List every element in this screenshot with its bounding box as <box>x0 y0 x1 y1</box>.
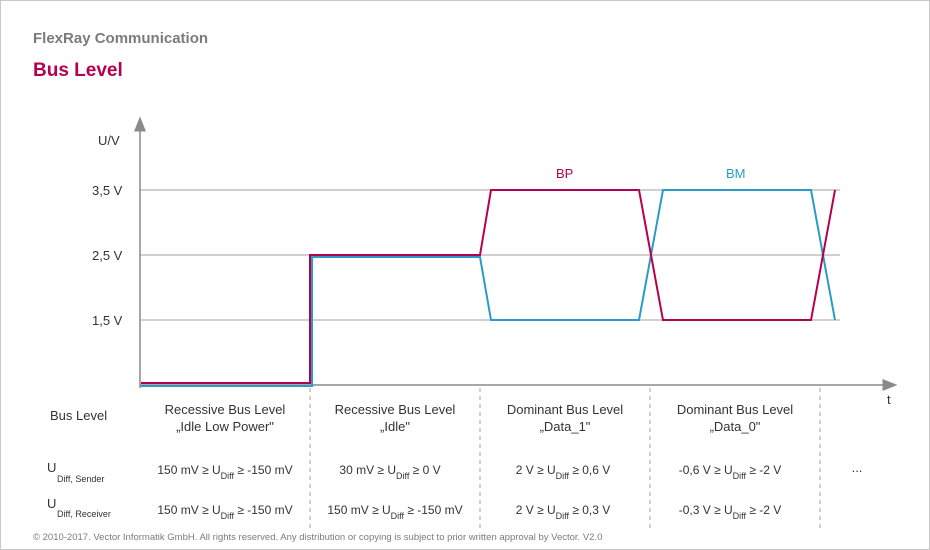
bm-series-label: BM <box>726 166 746 181</box>
row-header-receiver-main: U <box>47 496 56 511</box>
receiver-condition: 150 mV ≥ UDiff ≥ -150 mV <box>327 503 462 521</box>
row-header-sender-main: U <box>47 460 56 475</box>
continuation-ellipsis: ... <box>852 460 863 475</box>
row-header-udiff-receiver: U Diff, Receiver <box>47 496 111 519</box>
diagram-subtitle: FlexRay Communication <box>33 30 209 47</box>
x-axis-label: t <box>887 392 891 407</box>
column-subtitle: „Data_1" <box>540 419 591 434</box>
sender-condition: 150 mV ≥ UDiff ≥ -150 mV <box>157 463 292 481</box>
row-header-udiff-sender: U Diff, Sender <box>47 460 104 484</box>
diagram-title: Bus Level <box>33 60 123 81</box>
column-subtitle: „Data_0" <box>710 419 761 434</box>
row-header-sender-sub: Diff, Sender <box>57 474 104 484</box>
sender-condition: -0,6 V ≥ UDiff ≥ -2 V <box>679 463 782 481</box>
y-tick-2v5: 2,5 V <box>92 248 123 263</box>
column-title: Dominant Bus Level <box>677 402 793 417</box>
bp-series-label: BP <box>556 166 573 181</box>
bm-signal-line <box>141 189 836 387</box>
row-header-receiver-sub: Diff, Receiver <box>57 509 111 519</box>
y-tick-1v5: 1,5 V <box>92 313 123 328</box>
column-title: Dominant Bus Level <box>507 402 623 417</box>
column-subtitle: „Idle" <box>380 419 410 434</box>
y-axis-label: U/V <box>98 133 120 148</box>
column-subtitle: „Idle Low Power" <box>176 419 274 434</box>
copyright-footer: © 2010-2017. Vector Informatik GmbH. All… <box>33 532 603 543</box>
sender-condition: 30 mV ≥ UDiff ≥ 0 V <box>339 463 440 481</box>
bp-signal-line <box>141 189 836 384</box>
receiver-condition: 150 mV ≥ UDiff ≥ -150 mV <box>157 503 292 521</box>
receiver-condition: 2 V ≥ UDiff ≥ 0,3 V <box>516 503 611 521</box>
row-header-bus-level: Bus Level <box>50 408 107 423</box>
column-title: Recessive Bus Level <box>165 402 286 417</box>
column-title: Recessive Bus Level <box>335 402 456 417</box>
receiver-condition: -0,3 V ≥ UDiff ≥ -2 V <box>679 503 782 521</box>
sender-condition: 2 V ≥ UDiff ≥ 0,6 V <box>516 463 611 481</box>
y-tick-3v5: 3,5 V <box>92 183 123 198</box>
